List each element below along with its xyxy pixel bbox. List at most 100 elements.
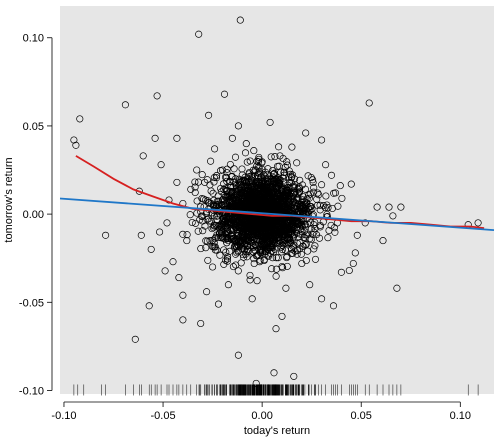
- data-point: [207, 157, 215, 165]
- data-point: [307, 173, 315, 182]
- data-point: [283, 158, 291, 166]
- data-point: [76, 115, 84, 123]
- data-point: [253, 157, 261, 165]
- y-tick-label: -0.10: [19, 385, 44, 397]
- data-point: [203, 288, 211, 296]
- data-point: [223, 165, 231, 173]
- data-point: [285, 206, 293, 214]
- data-point: [296, 201, 304, 209]
- data-point: [259, 248, 267, 256]
- data-point: [165, 196, 173, 204]
- x-axis: -0.10 -0.05 0.00 0.05 0.10: [51, 401, 471, 422]
- data-point: [191, 183, 199, 191]
- data-point: [269, 167, 277, 175]
- data-point: [219, 196, 227, 204]
- data-point: [304, 247, 312, 255]
- data-point: [393, 284, 401, 292]
- data-point: [245, 235, 253, 243]
- data-point: [240, 181, 248, 189]
- data-point: [251, 240, 259, 248]
- data-point: [278, 233, 286, 241]
- data-point: [274, 239, 282, 247]
- data-point: [314, 189, 322, 197]
- data-point: [188, 218, 196, 227]
- data-point: [161, 267, 169, 275]
- data-point: [280, 178, 288, 186]
- data-point: [239, 197, 248, 205]
- data-point: [268, 225, 276, 233]
- data-point: [239, 233, 247, 241]
- data-point: [121, 101, 129, 109]
- data-point: [231, 242, 239, 250]
- data-point: [290, 224, 298, 232]
- data-point: [226, 191, 234, 199]
- data-point: [283, 235, 291, 243]
- data-point: [173, 134, 181, 142]
- data-point: [284, 223, 292, 231]
- data-point: [145, 302, 153, 310]
- data-point: [262, 240, 270, 248]
- data-point: [240, 192, 248, 200]
- data-point: [292, 196, 301, 204]
- data-point: [232, 237, 240, 245]
- data-point: [288, 143, 296, 151]
- data-point: [286, 227, 294, 235]
- data-point: [248, 191, 256, 199]
- data-point: [302, 129, 310, 137]
- linear-fit-line: [59, 197, 495, 232]
- data-point: [223, 169, 231, 177]
- data-point: [262, 233, 270, 241]
- data-point: [268, 265, 276, 273]
- data-point: [271, 153, 279, 161]
- data-point: [195, 30, 203, 38]
- data-point: [179, 291, 187, 299]
- data-point: [245, 196, 253, 205]
- data-point: [336, 182, 344, 190]
- data-point: [231, 175, 240, 183]
- data-point: [151, 134, 159, 142]
- data-point: [347, 180, 355, 188]
- data-point: [230, 165, 238, 173]
- data-point: [70, 136, 78, 144]
- data-point: [198, 171, 206, 179]
- data-point: [273, 162, 282, 170]
- data-point: [397, 203, 405, 211]
- data-point: [248, 228, 256, 236]
- data-point: [267, 153, 275, 161]
- data-point: [278, 262, 286, 271]
- data-point: [296, 218, 304, 226]
- data-point: [298, 227, 306, 235]
- data-point: [334, 202, 342, 210]
- data-point: [246, 157, 254, 165]
- data-point: [276, 180, 284, 189]
- data-point: [306, 206, 314, 214]
- data-point: [265, 189, 273, 197]
- data-point: [258, 183, 266, 191]
- data-point: [236, 202, 244, 210]
- data-point: [226, 160, 234, 169]
- data-point: [243, 253, 251, 261]
- data-point: [255, 155, 263, 163]
- data-point: [274, 254, 282, 262]
- data-point: [202, 196, 210, 204]
- data-point: [283, 262, 291, 270]
- data-point: [209, 224, 217, 232]
- data-point: [267, 218, 275, 226]
- data-point: [277, 205, 285, 213]
- data-point: [262, 175, 270, 183]
- data-point: [250, 147, 258, 155]
- data-point: [228, 173, 236, 181]
- data-point: [361, 219, 369, 227]
- data-point: [373, 203, 381, 211]
- data-point: [232, 178, 240, 186]
- data-point: [316, 223, 324, 231]
- data-point: [232, 250, 240, 258]
- data-point: [266, 193, 274, 201]
- data-point: [267, 239, 275, 247]
- data-point: [239, 227, 247, 236]
- data-point: [239, 220, 247, 229]
- data-point: [285, 173, 293, 181]
- data-point: [353, 231, 361, 239]
- data-point: [288, 173, 296, 181]
- data-point: [310, 245, 318, 253]
